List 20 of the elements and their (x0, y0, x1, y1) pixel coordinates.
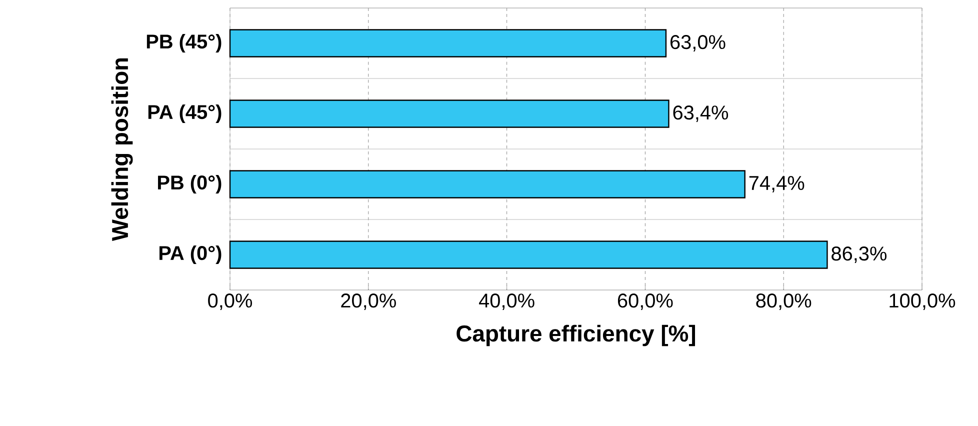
x-tick-label: 80,0% (756, 294, 812, 310)
y-tick-label: PB (0°) (158, 174, 222, 194)
y-tick-label: PB (45°) (146, 34, 222, 53)
y-tick-label: PA (45°) (148, 104, 222, 124)
bar (229, 100, 670, 128)
x-tick-label: 0,0% (208, 294, 252, 310)
x-tick-label: 40,0% (479, 294, 534, 310)
y-axis-title: Welding position (111, 58, 133, 242)
data-label: 86,3% (832, 246, 886, 263)
data-label: 63,0% (670, 35, 726, 52)
x-tick-label: 100,0% (890, 294, 956, 310)
bar (229, 240, 828, 269)
bar (229, 29, 667, 58)
x-axis-title: Capture efficiency [%] (456, 324, 696, 346)
x-tick-label: 60,0% (618, 294, 673, 310)
y-tick-label: PA (0°) (160, 245, 222, 264)
x-tick-label: 20,0% (341, 294, 396, 310)
bar (229, 170, 746, 198)
data-label: 63,4% (673, 106, 728, 122)
data-label: 74,4% (749, 176, 804, 192)
